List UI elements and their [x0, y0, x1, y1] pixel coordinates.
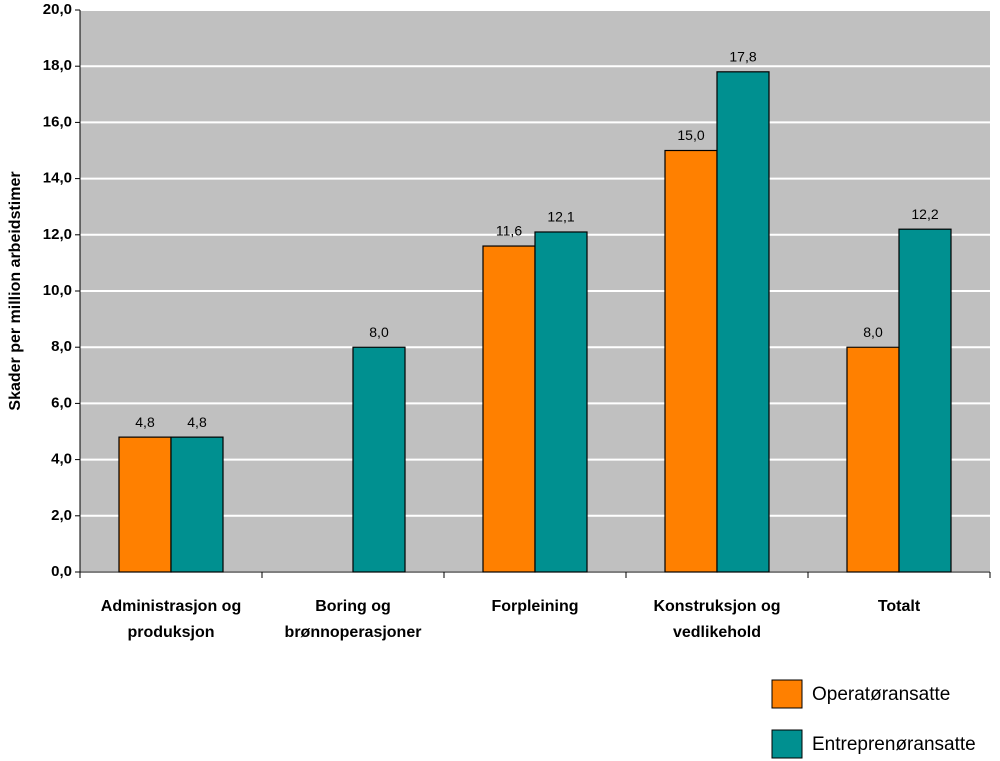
y-tick-label: 14,0: [43, 170, 72, 187]
bar: [898, 228, 952, 573]
value-label: 11,6: [496, 223, 522, 239]
y-tick-label: 8,0: [51, 338, 72, 355]
value-label: 12,1: [547, 209, 574, 225]
y-tick-label: 2,0: [51, 507, 72, 524]
value-label: 15,0: [677, 127, 704, 143]
bar: [716, 71, 770, 573]
y-axis-label: Skader per million arbeidstimer: [7, 171, 24, 410]
y-tick-label: 10,0: [43, 282, 72, 299]
legend-swatch: [771, 729, 803, 759]
legend-label: Operatøransatte: [812, 684, 950, 705]
y-tick-label: 16,0: [43, 113, 72, 130]
value-label: 17,8: [729, 49, 756, 65]
x-tick-label: Administrasjon og produksjon: [100, 598, 242, 641]
y-tick-label: 20,0: [43, 1, 72, 18]
bar: [482, 245, 536, 573]
bar: [352, 346, 406, 573]
legend-swatch: [771, 679, 803, 709]
bar: [846, 346, 900, 573]
x-tick-label: Totalt: [877, 598, 921, 615]
value-label: 4,8: [187, 414, 207, 430]
legend-label: Entreprenøransatte: [812, 734, 976, 755]
x-tick-label: Konstruksjon og vedlikehold: [653, 598, 781, 641]
value-label: 4,8: [135, 414, 155, 430]
bar: [664, 149, 718, 573]
y-tick-label: 12,0: [43, 226, 72, 243]
value-label: 8,0: [863, 324, 883, 340]
y-tick-label: 6,0: [51, 394, 72, 411]
x-tick-label: Forpleining: [491, 598, 579, 615]
y-tick-label: 0,0: [51, 563, 72, 580]
y-tick-label: 18,0: [43, 57, 72, 74]
value-label: 8,0: [369, 324, 389, 340]
y-tick-label: 4,0: [51, 451, 72, 468]
x-tick-label: Boring og brønnoperasjoner: [284, 598, 422, 641]
value-label: 12,2: [911, 206, 938, 222]
bar: [170, 436, 224, 573]
bar: [118, 436, 172, 573]
bar: [534, 231, 588, 573]
